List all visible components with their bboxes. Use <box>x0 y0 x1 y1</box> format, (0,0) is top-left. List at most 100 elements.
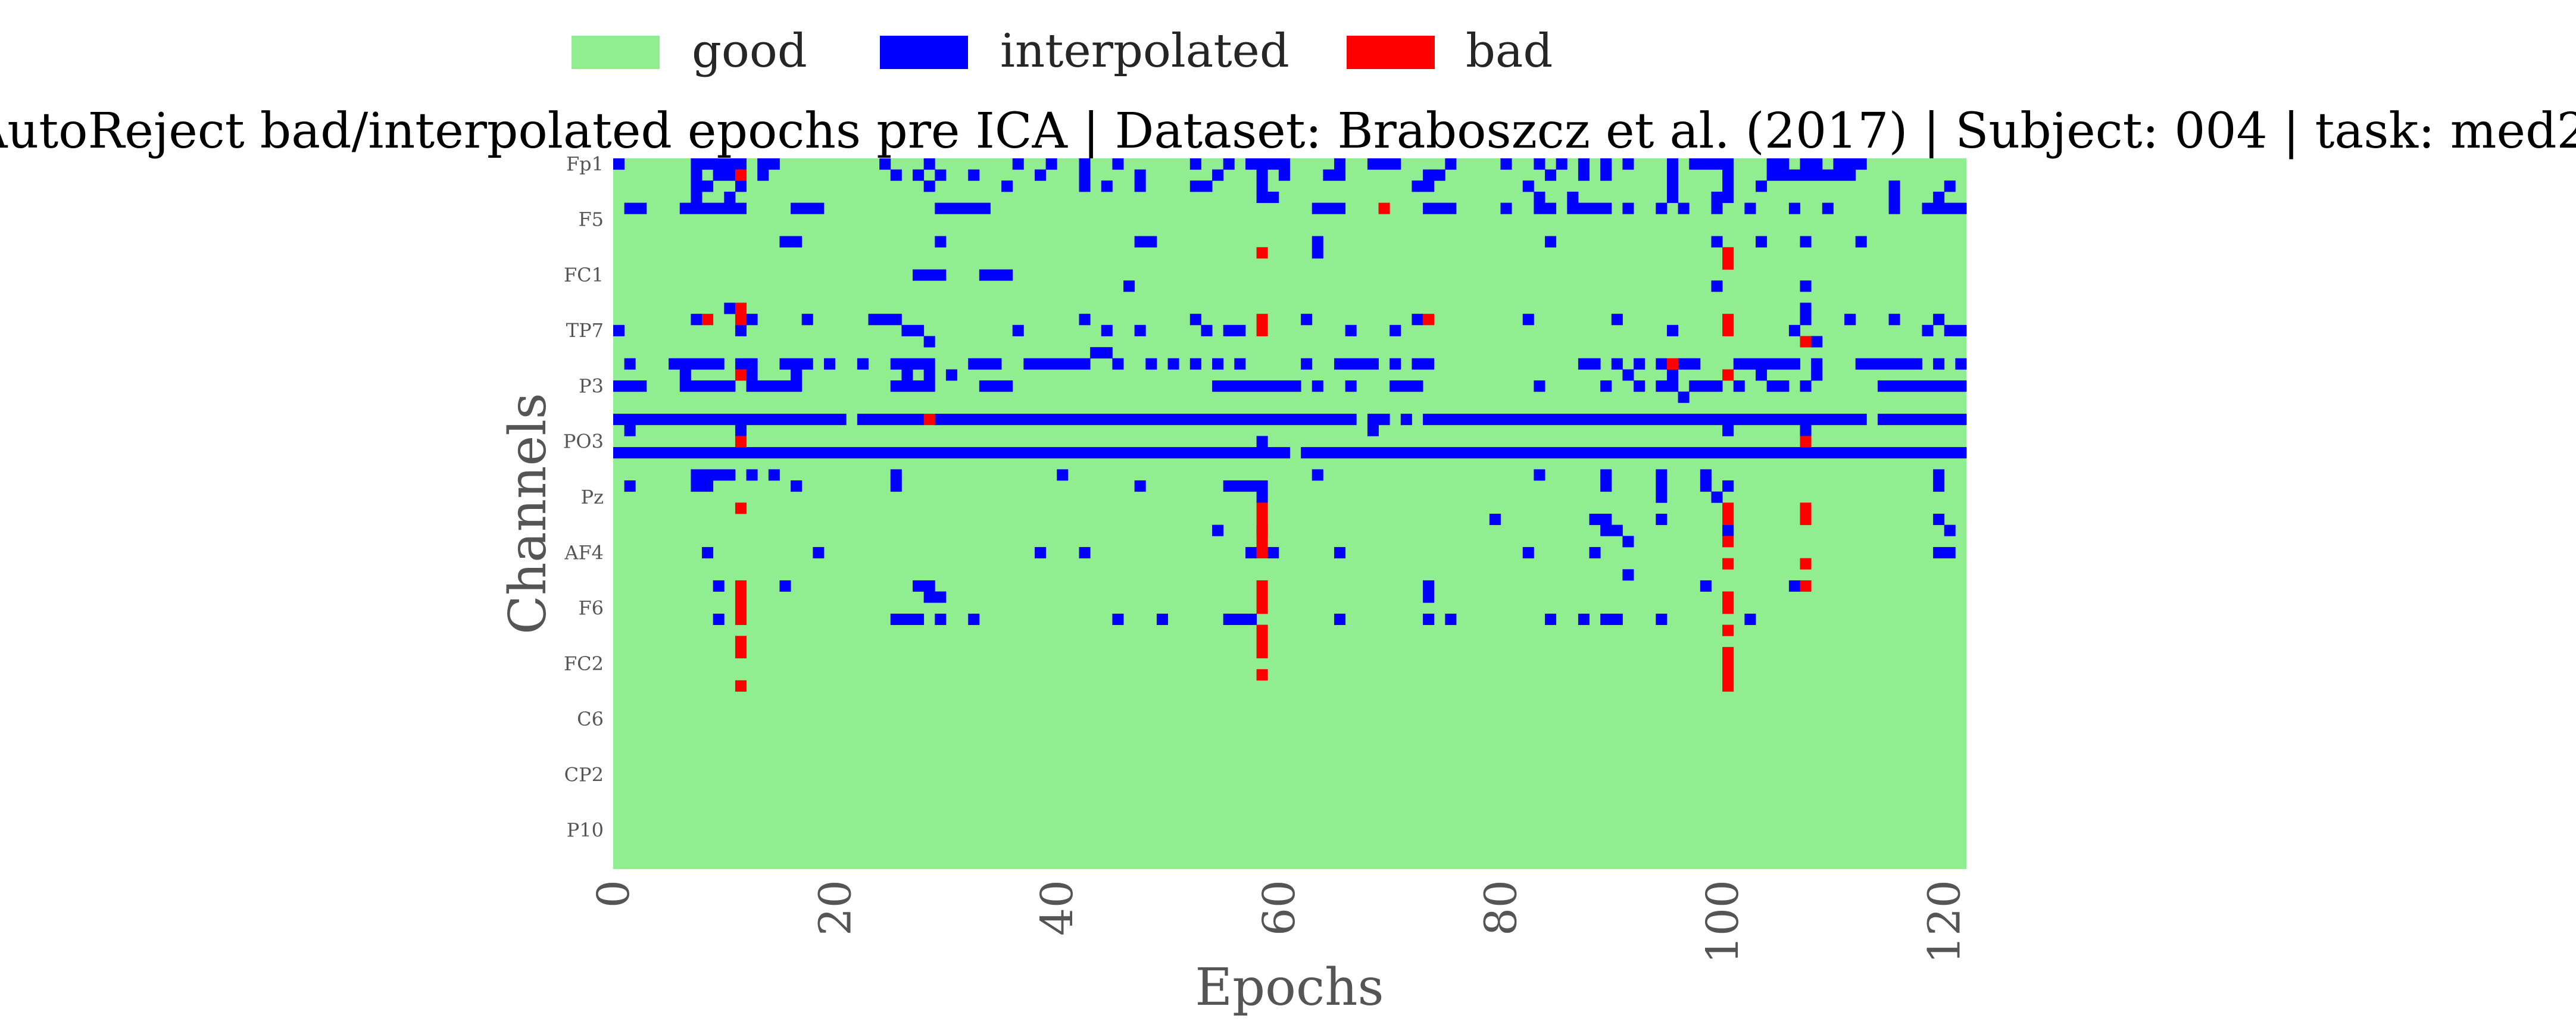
heatmap-cell-interpolated <box>1001 180 1013 192</box>
heatmap-cell-interpolated <box>1622 202 1634 214</box>
heatmap-cell-interpolated <box>691 169 702 181</box>
heatmap-cell-interpolated <box>1223 613 1257 625</box>
heatmap-cell-interpolated <box>968 169 980 181</box>
heatmap-cell-interpolated <box>1711 236 1723 248</box>
heatmap-background <box>613 158 1966 869</box>
heatmap-cell-interpolated <box>935 202 991 214</box>
heatmap-cell-interpolated <box>1700 480 1712 492</box>
heatmap-cell-interpolated <box>935 236 947 248</box>
heatmap-cell-interpolated <box>724 191 736 204</box>
heatmap-cell-interpolated <box>1312 202 1346 214</box>
y-tick-labels: Fp1 F5 FC1 TP7 P3 PO3 Pz AF4 F6 FC2 C6 CP2 P10 <box>563 152 604 841</box>
heatmap-cell-interpolated <box>1733 380 1745 392</box>
heatmap-cell-interpolated <box>768 469 780 481</box>
heatmap-cell-interpolated <box>1722 524 1734 536</box>
heatmap-cell-bad <box>1256 546 1268 559</box>
heatmap-cell-interpolated <box>1634 358 1645 370</box>
y-axis-label: Channels <box>498 393 558 635</box>
heatmap-cell-interpolated <box>1278 169 1290 181</box>
heatmap-cell-interpolated <box>1933 480 1945 492</box>
heatmap-cell-interpolated <box>813 546 825 559</box>
heatmap-cell-interpolated <box>935 414 1357 426</box>
heatmap-cell-interpolated <box>613 380 647 392</box>
heatmap-cell-interpolated <box>1600 158 1612 170</box>
heatmap-cell-interpolated <box>923 369 935 381</box>
heatmap-cell-interpolated <box>746 469 758 481</box>
x-tick-label: 120 <box>1919 880 1971 964</box>
heatmap-cell-interpolated <box>757 158 780 170</box>
heatmap-cell-interpolated <box>1423 414 1867 426</box>
heatmap-cell-interpolated <box>1766 380 1790 392</box>
heatmap-plot <box>613 158 1967 869</box>
heatmap-cell-interpolated <box>624 202 647 214</box>
heatmap-cell-interpolated <box>1534 469 1545 481</box>
heatmap-cell-interpolated <box>1079 180 1091 192</box>
heatmap-cell-interpolated <box>1345 380 1357 392</box>
heatmap-cell-interpolated <box>1334 358 1379 370</box>
heatmap-cell-interpolated <box>923 336 935 348</box>
heatmap-cell-interpolated <box>1545 236 1557 248</box>
heatmap-cell-interpolated <box>779 236 803 248</box>
y-tick-label: FC1 <box>564 264 604 286</box>
heatmap-cell-interpolated <box>691 314 702 326</box>
heatmap-cell-interpolated <box>1534 202 1557 214</box>
heatmap-cell-interpolated <box>913 269 947 281</box>
heatmap-cell-interpolated <box>1301 447 1967 459</box>
heatmap-cell-interpolated <box>1256 191 1279 204</box>
x-tick-label: 40 <box>1032 880 1083 936</box>
heatmap-cell-interpolated <box>613 324 625 336</box>
heatmap-cell-interpolated <box>1722 180 1734 192</box>
heatmap-cell-interpolated <box>1811 369 1823 381</box>
heatmap-cell-interpolated <box>1212 524 1224 536</box>
heatmap-cell-interpolated <box>1012 324 1024 336</box>
heatmap-cell-interpolated <box>1545 169 1557 181</box>
heatmap-cell-interpolated <box>1312 247 1323 259</box>
y-tick-label: TP7 <box>566 319 604 342</box>
heatmap-cell-interpolated <box>1700 469 1712 481</box>
heatmap-cell-interpolated <box>1201 324 1213 336</box>
heatmap-cell-interpolated <box>868 314 902 326</box>
heatmap-cell-interpolated <box>1500 158 1512 170</box>
heatmap-cell-bad <box>1256 514 1268 526</box>
heatmap-cell-interpolated <box>1212 169 1224 181</box>
heatmap-cell-interpolated <box>1844 314 1856 326</box>
heatmap-cell-interpolated <box>1722 480 1734 492</box>
heatmap-cell-interpolated <box>968 358 1002 370</box>
legend: good interpolated bad <box>572 24 1553 78</box>
heatmap-cell-interpolated <box>1711 491 1723 503</box>
heatmap-cell-bad <box>735 436 747 448</box>
heatmap-cell-interpolated <box>1134 180 1146 192</box>
heatmap-cell-interpolated <box>1578 158 1590 170</box>
heatmap-cell-interpolated <box>1711 191 1734 204</box>
heatmap-cell-bad <box>1722 247 1734 259</box>
heatmap-cell-interpolated <box>1412 314 1423 326</box>
heatmap-cell-interpolated <box>1800 314 1812 326</box>
heatmap-cell-interpolated <box>935 613 947 625</box>
heatmap-cell-interpolated <box>979 380 1013 392</box>
chart-title: AutoReject bad/interpolated epochs pre I… <box>0 103 2576 160</box>
heatmap-cell-bad <box>1722 558 1734 570</box>
heatmap-cell-bad <box>1800 514 1812 526</box>
heatmap-cell-interpolated <box>1345 324 1357 336</box>
heatmap-cell-bad <box>1256 314 1268 326</box>
heatmap-cell-interpolated <box>1012 158 1024 170</box>
heatmap-cell-interpolated <box>1534 158 1545 170</box>
heatmap-cell-interpolated <box>1423 169 1445 181</box>
heatmap-cell-interpolated <box>1189 314 1201 326</box>
heatmap-cell-interpolated <box>1112 158 1124 170</box>
heatmap-cell-interpolated <box>1301 314 1313 326</box>
heatmap-cell-interpolated <box>1034 546 1047 559</box>
heatmap-cell-bad <box>1256 669 1268 681</box>
heatmap-cell-interpolated <box>1045 158 1057 170</box>
heatmap-cell-interpolated <box>1744 202 1756 214</box>
heatmap-cell-interpolated <box>1811 358 1823 370</box>
heatmap-cell-interpolated <box>1223 324 1246 336</box>
heatmap-cell-interpolated <box>1301 358 1313 370</box>
heatmap-cell-interpolated <box>1600 169 1612 181</box>
heatmap-cell-interpolated <box>1522 180 1534 192</box>
heatmap-cell-interpolated <box>1534 380 1545 392</box>
heatmap-cell-interpolated <box>1678 202 1690 214</box>
heatmap-cell-interpolated <box>1877 414 1967 426</box>
heatmap-cell-interpolated <box>735 424 747 436</box>
heatmap-cell-interpolated <box>1788 580 1800 592</box>
